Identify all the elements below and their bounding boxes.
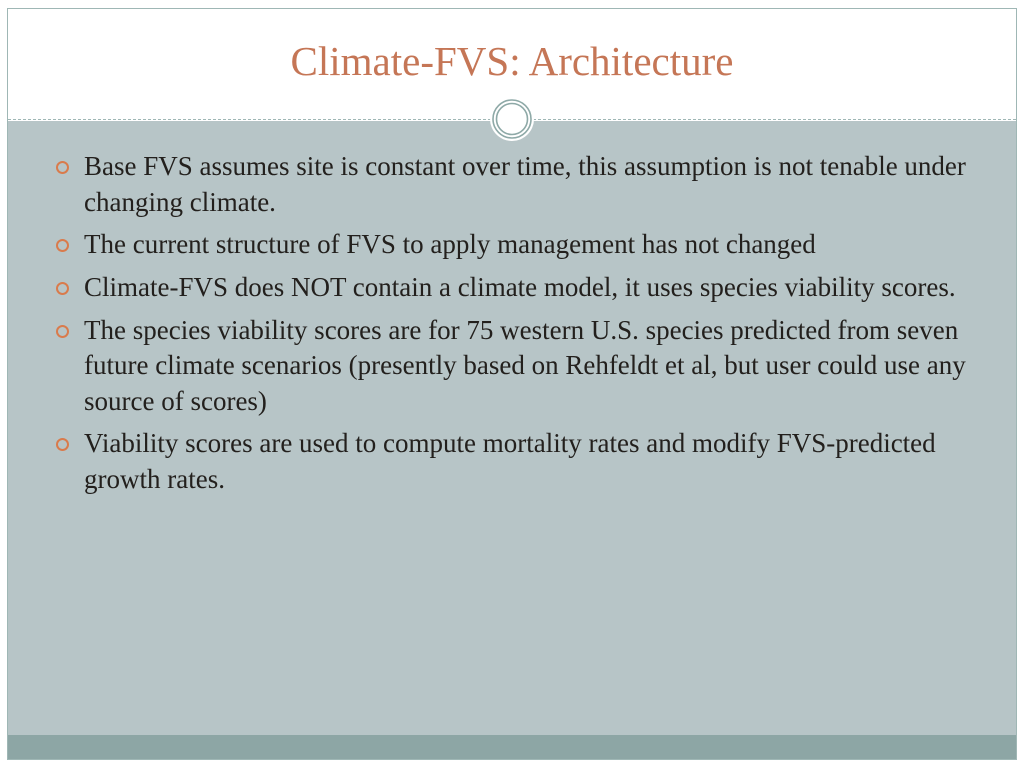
list-item: Viability scores are used to compute mor… xyxy=(46,426,978,497)
list-item: Climate-FVS does NOT contain a climate m… xyxy=(46,270,978,306)
footer-bar xyxy=(8,735,1016,759)
content-zone: Base FVS assumes site is constant over t… xyxy=(8,121,1016,736)
slide-container: Climate-FVS: Architecture Base FVS assum… xyxy=(7,8,1017,760)
bullet-list: Base FVS assumes site is constant over t… xyxy=(46,149,978,498)
separator xyxy=(8,118,1016,121)
list-item: The current structure of FVS to apply ma… xyxy=(46,227,978,263)
slide-title: Climate-FVS: Architecture xyxy=(8,37,1016,85)
ring-icon xyxy=(490,97,534,141)
list-item: The species viability scores are for 75 … xyxy=(46,313,978,420)
list-item: Base FVS assumes site is constant over t… xyxy=(46,149,978,220)
